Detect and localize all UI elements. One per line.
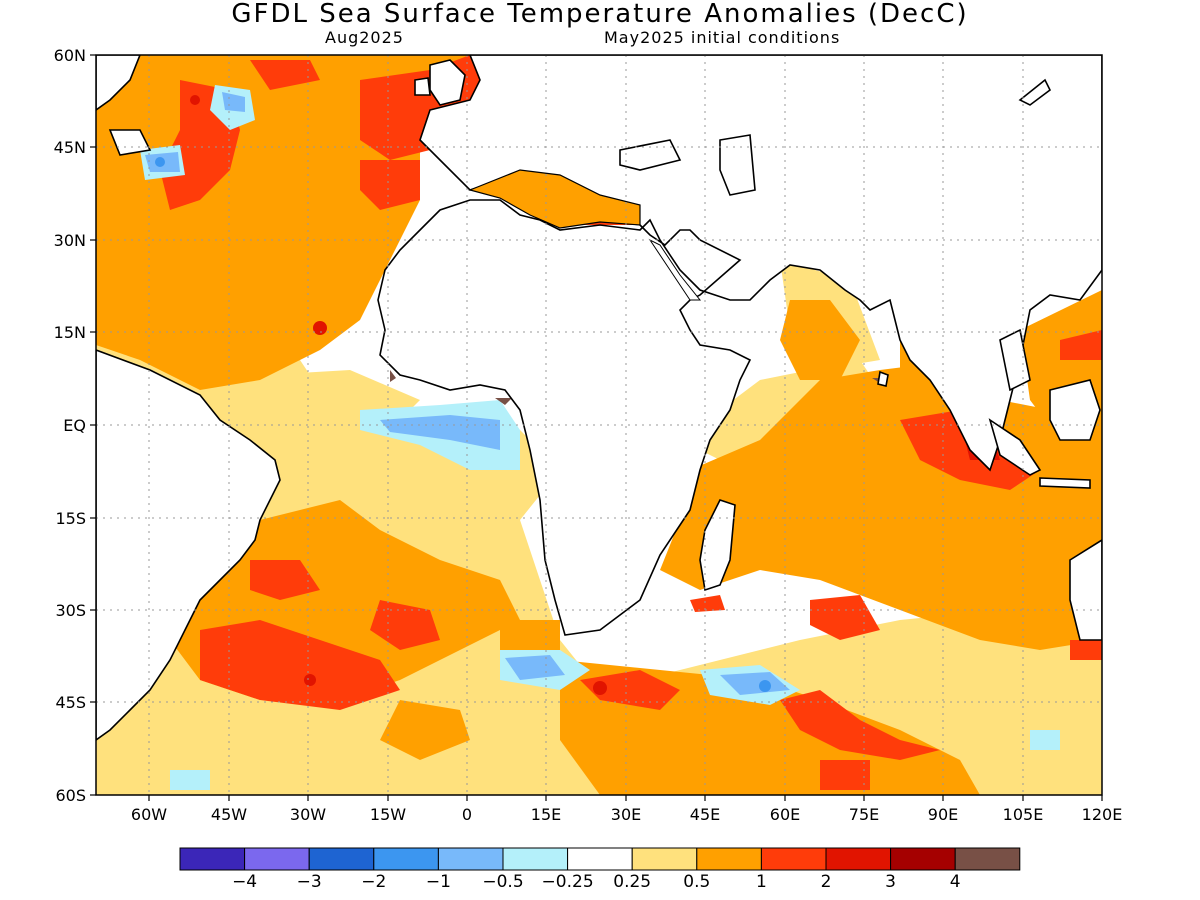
lon-label: 75E bbox=[849, 805, 879, 824]
lat-label: 60N bbox=[54, 46, 86, 65]
lat-label: 15S bbox=[55, 509, 86, 528]
colorbar-tick-label: 3 bbox=[885, 872, 897, 892]
lon-label: 90E bbox=[928, 805, 958, 824]
lon-label: 15W bbox=[370, 805, 406, 824]
lat-label: EQ bbox=[63, 416, 86, 435]
red-sea bbox=[648, 238, 702, 301]
colorbar-tick-label: 2 bbox=[820, 872, 832, 892]
lat-label: 30N bbox=[54, 231, 86, 250]
gridlines bbox=[96, 55, 1102, 795]
colorbar-tick-label: 0.25 bbox=[613, 872, 652, 892]
colorbar-swatch bbox=[954, 847, 1021, 871]
valid-month-label: Aug2025 bbox=[325, 28, 404, 47]
colorbar-tick-label: −1 bbox=[425, 872, 451, 892]
map-title: GFDL Sea Surface Temperature Anomalies (… bbox=[231, 0, 969, 29]
colorbar-swatch bbox=[631, 847, 698, 871]
colorbar-swatch bbox=[890, 847, 956, 871]
colorbar-swatch bbox=[825, 847, 892, 871]
lon-label: 45E bbox=[690, 805, 720, 824]
colorbar-tick-label: −4 bbox=[232, 872, 258, 892]
colorbar-swatch bbox=[179, 847, 246, 871]
colorbar-swatch bbox=[502, 847, 569, 871]
colorbar-swatch bbox=[760, 847, 827, 871]
anomaly-field-dark-blue bbox=[155, 157, 771, 692]
lon-label: 45W bbox=[211, 805, 247, 824]
init-conditions-label: May2025 initial conditions bbox=[604, 28, 841, 47]
colorbar-tick-label: −3 bbox=[296, 872, 322, 892]
colorbar-swatch bbox=[567, 847, 633, 871]
lon-label: 15E bbox=[531, 805, 561, 824]
lon-label: 30W bbox=[290, 805, 326, 824]
colorbar-swatch bbox=[437, 847, 504, 871]
lat-label: 45N bbox=[54, 138, 86, 157]
lon-label: 120E bbox=[1082, 805, 1123, 824]
colorbar-tick-label: 1 bbox=[755, 872, 767, 892]
mediterranean-sea bbox=[468, 169, 641, 229]
colorbar bbox=[179, 847, 1021, 871]
colorbar-tick-label: −0.25 bbox=[541, 872, 594, 892]
lon-label: 60E bbox=[770, 805, 800, 824]
lat-label: 45S bbox=[55, 693, 86, 712]
colorbar-swatch bbox=[244, 847, 310, 871]
lon-label: 0 bbox=[462, 805, 472, 824]
lat-label: 15N bbox=[54, 323, 86, 342]
colorbar-tick-label: −2 bbox=[361, 872, 387, 892]
colorbar-tick-label: 4 bbox=[949, 872, 961, 892]
lat-label: 60S bbox=[55, 786, 86, 805]
colorbar-swatch bbox=[696, 847, 762, 871]
lon-label: 105E bbox=[1003, 805, 1044, 824]
colorbar-swatch bbox=[308, 847, 375, 871]
lon-label: 30E bbox=[611, 805, 641, 824]
lon-label: 60W bbox=[131, 805, 167, 824]
land-masses bbox=[96, 55, 1102, 741]
lat-label: 30S bbox=[55, 601, 86, 620]
colorbar-swatch bbox=[373, 847, 439, 871]
colorbar-tick-label: −0.5 bbox=[482, 872, 524, 892]
colorbar-tick-label: 0.5 bbox=[683, 872, 711, 892]
